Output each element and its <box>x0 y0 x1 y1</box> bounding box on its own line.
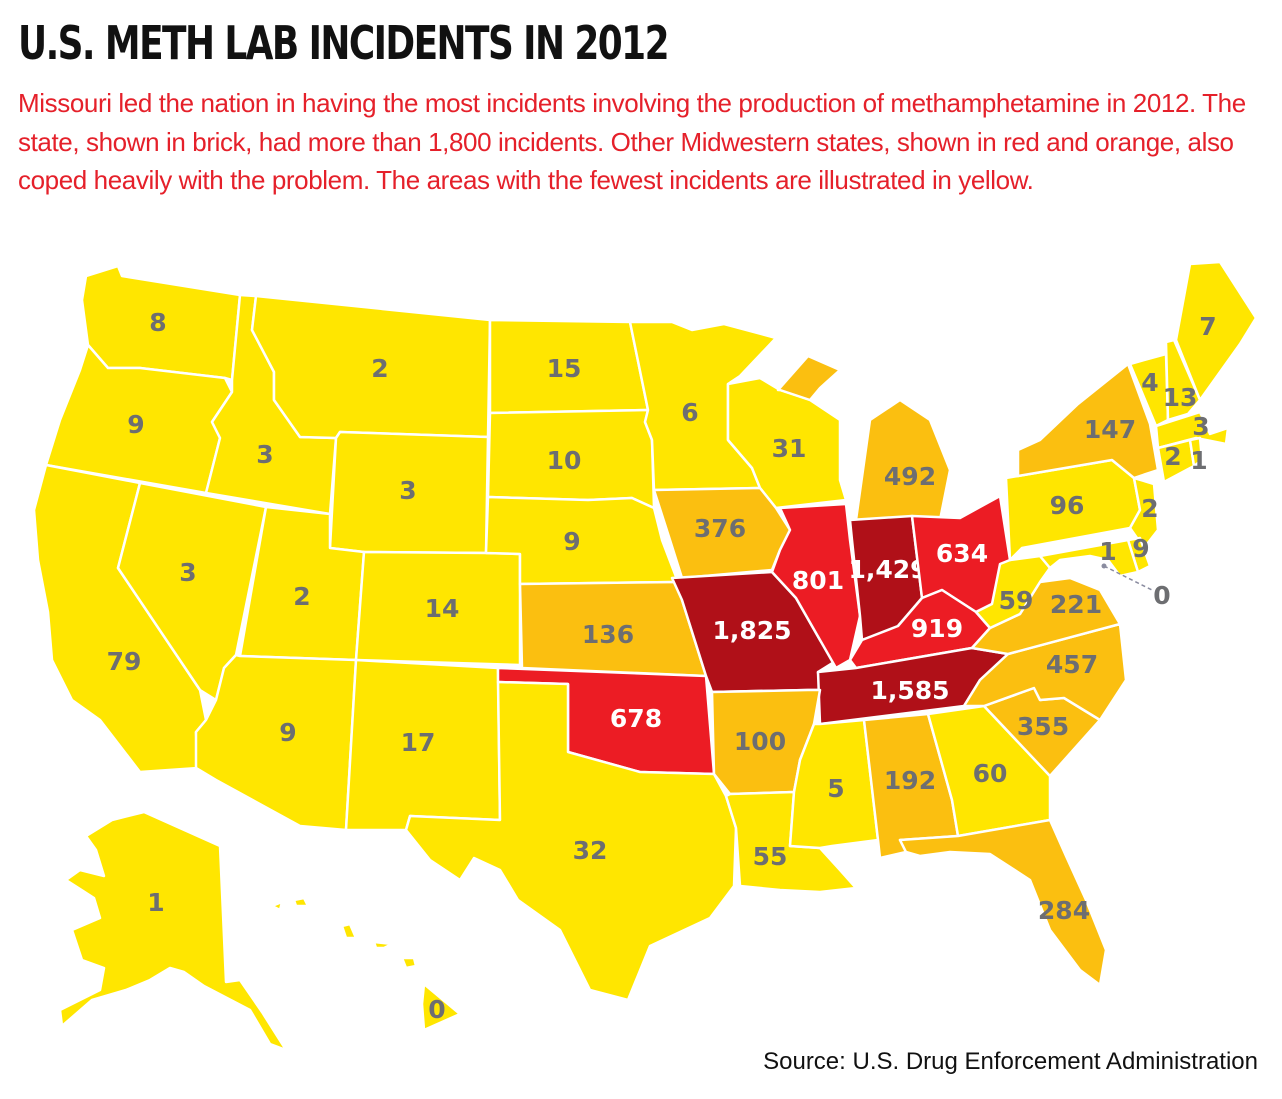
state-wa[interactable]: 8 <box>80 264 242 382</box>
svg-text:6: 6 <box>681 398 698 427</box>
svg-text:284: 284 <box>1038 896 1090 925</box>
svg-text:17: 17 <box>401 728 436 757</box>
svg-text:8: 8 <box>149 308 166 337</box>
state-ky[interactable]: 919 <box>848 588 992 670</box>
svg-text:2: 2 <box>293 582 310 611</box>
svg-text:4: 4 <box>1141 368 1158 397</box>
state-az[interactable]: 9 <box>194 653 358 832</box>
svg-text:1: 1 <box>147 888 164 917</box>
svg-text:60: 60 <box>973 759 1008 788</box>
svg-text:221: 221 <box>1050 590 1102 619</box>
svg-text:100: 100 <box>734 727 786 756</box>
svg-text:2: 2 <box>1141 494 1158 523</box>
state-ca[interactable]: 79 <box>32 463 208 774</box>
svg-text:136: 136 <box>582 620 634 649</box>
svg-text:376: 376 <box>694 514 746 543</box>
svg-text:1,825: 1,825 <box>712 616 791 645</box>
svg-text:9: 9 <box>127 410 144 439</box>
state-ks[interactable]: 136 <box>518 580 708 678</box>
svg-text:5: 5 <box>827 774 844 803</box>
state-in[interactable]: 1,429 <box>848 514 928 642</box>
svg-text:2: 2 <box>371 354 388 383</box>
state-nj[interactable]: 2 <box>1128 476 1160 550</box>
svg-text:3: 3 <box>179 558 196 587</box>
state-ak[interactable]: 1 <box>58 810 288 1052</box>
svg-text:2: 2 <box>1164 442 1181 471</box>
svg-text:147: 147 <box>1084 415 1136 444</box>
svg-text:10: 10 <box>547 446 582 475</box>
state-wy[interactable]: 3 <box>328 430 490 555</box>
dc-marker <box>1101 563 1107 569</box>
svg-text:1,585: 1,585 <box>870 676 949 705</box>
state-sc[interactable]: 355 <box>982 686 1102 778</box>
svg-text:96: 96 <box>1050 491 1085 520</box>
svg-text:919: 919 <box>911 614 963 643</box>
state-ia[interactable]: 376 <box>652 486 792 580</box>
svg-text:355: 355 <box>1017 712 1069 741</box>
state-wv[interactable]: 59 <box>974 554 1052 630</box>
state-wi[interactable]: 31 <box>726 376 848 510</box>
svg-text:1,429: 1,429 <box>848 555 927 584</box>
state-va[interactable]: 221 <box>970 576 1122 656</box>
svg-text:3: 3 <box>399 476 416 505</box>
state-nd[interactable]: 15 <box>488 318 650 415</box>
state-nc[interactable]: 457 <box>962 622 1128 722</box>
state-mi[interactable]: 492 <box>776 354 952 522</box>
state-md[interactable]: 1 <box>1038 537 1140 578</box>
svg-text:7: 7 <box>1199 312 1216 341</box>
state-dc[interactable]: 0 <box>1153 581 1170 610</box>
svg-text:0: 0 <box>1153 581 1170 610</box>
state-ny[interactable]: 147 <box>1016 362 1160 480</box>
svg-text:457: 457 <box>1046 650 1098 679</box>
state-ct[interactable]: 2 <box>1156 438 1196 484</box>
svg-text:3: 3 <box>1192 412 1209 441</box>
state-hi[interactable]: 0 <box>270 896 462 1032</box>
svg-text:31: 31 <box>772 434 807 463</box>
svg-text:801: 801 <box>792 566 844 595</box>
state-nm[interactable]: 17 <box>344 658 502 832</box>
svg-text:3: 3 <box>256 440 273 469</box>
state-nh[interactable]: 13 <box>1163 338 1202 422</box>
svg-text:0: 0 <box>428 995 445 1024</box>
svg-text:79: 79 <box>107 647 142 676</box>
dc-leader-line <box>1103 565 1153 591</box>
state-ri[interactable]: 1 <box>1188 436 1208 475</box>
svg-text:9: 9 <box>1132 534 1149 563</box>
svg-text:59: 59 <box>999 586 1034 615</box>
state-ga[interactable]: 60 <box>926 704 1052 838</box>
state-sd[interactable]: 10 <box>486 408 656 510</box>
svg-text:32: 32 <box>573 836 608 865</box>
state-me[interactable]: 7 <box>1174 260 1258 402</box>
state-il[interactable]: 801 <box>770 502 862 670</box>
svg-text:1: 1 <box>1190 446 1207 475</box>
state-ne[interactable]: 9 <box>484 495 680 586</box>
svg-text:1: 1 <box>1099 537 1116 566</box>
svg-text:9: 9 <box>279 718 296 747</box>
state-mt[interactable]: 2 <box>250 294 492 440</box>
description-text: Missouri led the nation in having the mo… <box>18 88 1246 195</box>
state-tx[interactable]: 32 <box>404 680 738 1002</box>
svg-text:14: 14 <box>425 594 460 623</box>
source-note: Source: U.S. Drug Enforcement Administra… <box>763 1048 1258 1075</box>
page-title: U.S. METH LAB INCIDENTS IN 2012 <box>18 16 670 70</box>
state-co[interactable]: 14 <box>354 550 522 667</box>
svg-text:9: 9 <box>563 527 580 556</box>
svg-text:634: 634 <box>936 539 988 568</box>
svg-text:492: 492 <box>884 462 936 491</box>
svg-text:192: 192 <box>884 766 936 795</box>
state-al[interactable]: 192 <box>862 712 960 860</box>
svg-text:15: 15 <box>547 354 582 383</box>
svg-text:55: 55 <box>753 842 788 871</box>
svg-text:678: 678 <box>610 704 662 733</box>
svg-text:13: 13 <box>1163 383 1198 412</box>
state-fl[interactable]: 284 <box>898 818 1108 987</box>
state-pa[interactable]: 96 <box>1004 458 1142 562</box>
state-ar[interactable]: 100 <box>710 688 822 796</box>
